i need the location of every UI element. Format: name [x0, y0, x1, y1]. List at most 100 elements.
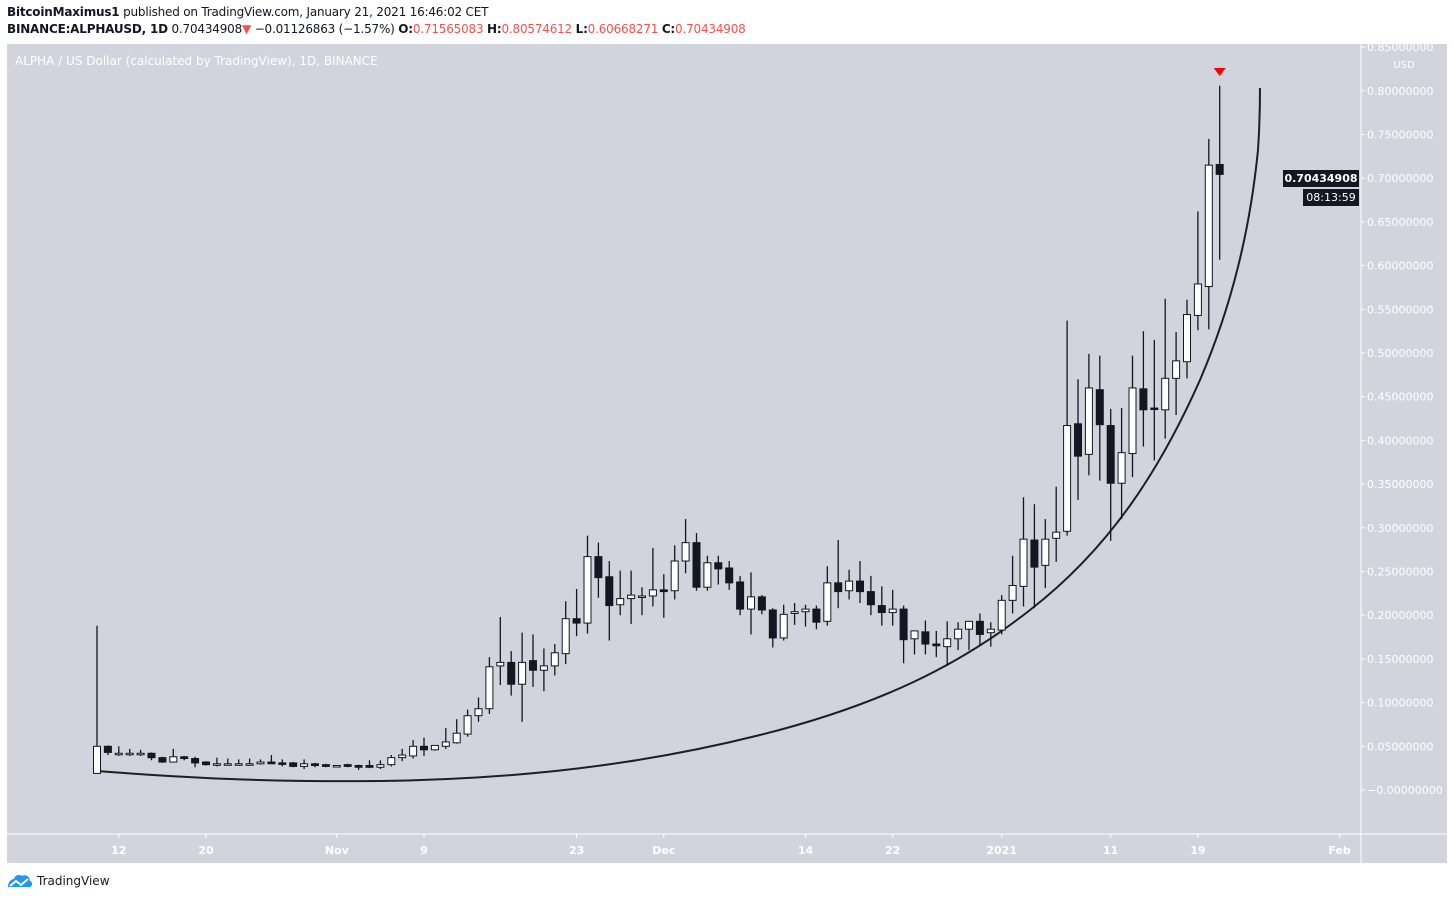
candle-body-down: [507, 661, 516, 685]
candle-body-down: [365, 765, 374, 768]
candle-body-down: [725, 567, 734, 584]
candle: [681, 519, 690, 574]
candle: [954, 622, 963, 651]
candle-body-down: [267, 761, 276, 765]
price-tick-label: 0.30000000: [1367, 522, 1433, 535]
candle-body-up: [1117, 452, 1126, 484]
candle: [441, 727, 450, 749]
symbol-name[interactable]: BINANCE:ALPHAUSD, 1D: [7, 22, 168, 36]
candle: [605, 561, 614, 641]
candle-body-up: [1063, 425, 1072, 532]
price-tick-label: 0.50000000: [1367, 347, 1433, 360]
candle: [921, 620, 930, 655]
candle: [1172, 332, 1181, 416]
candle: [289, 762, 298, 768]
candle-body-down: [605, 576, 614, 607]
footer-brand-text: TradingView: [37, 874, 110, 888]
candle-body-up: [823, 582, 832, 622]
candle: [659, 574, 668, 618]
candle-body-up: [681, 542, 690, 562]
candle: [1084, 353, 1093, 476]
price-tick-label: 0.35000000: [1367, 478, 1433, 491]
candle-body-down: [866, 591, 875, 606]
candle-body-up: [452, 732, 461, 744]
candle-body-down: [921, 631, 930, 645]
candle: [103, 745, 112, 756]
author-name[interactable]: BitcoinMaximus1: [7, 5, 120, 19]
candle-body-down: [321, 764, 330, 767]
candle-body-up: [965, 620, 973, 630]
price-tick-label: 0.60000000: [1367, 260, 1433, 273]
price-axis[interactable]: 0.85000000 0.80000000 0.75000000 0.70000000…: [1361, 41, 1443, 797]
price-tick-label: 0.40000000: [1367, 434, 1433, 447]
candle: [594, 542, 603, 598]
candle: [93, 625, 101, 774]
candle-body-up: [125, 752, 134, 756]
candle: [997, 595, 1006, 635]
time-axis[interactable]: 12 20 Nov 9 23 Dec 14 22 2021 11 19 Feb: [111, 834, 1351, 857]
candle: [866, 575, 875, 616]
candle: [1128, 355, 1137, 478]
candle-body-up: [779, 613, 788, 639]
candle-body-down: [289, 762, 298, 767]
candle: [409, 740, 418, 759]
candle: [1030, 504, 1039, 609]
candle-body-down: [278, 762, 287, 765]
candle: [1215, 85, 1224, 260]
candle-body-up: [561, 618, 570, 655]
candle-body-down: [768, 609, 777, 639]
candle-body-down: [659, 589, 668, 593]
candle-body-up: [1084, 387, 1093, 455]
candle-body-down: [202, 761, 210, 766]
candle: [321, 763, 330, 768]
price-tick-label: 0.70000000: [1367, 172, 1433, 185]
candle-body-up: [409, 745, 418, 757]
candle-body-down: [594, 556, 603, 579]
time-tick-label: 22: [885, 844, 900, 857]
candle: [736, 575, 745, 616]
price-tick-label: 0.05000000: [1367, 740, 1433, 753]
candle-body-up: [256, 761, 265, 765]
candle-body-down: [158, 757, 167, 763]
price-tick-label: 0.25000000: [1367, 566, 1433, 579]
current-price-text: 0.70434908: [1284, 172, 1357, 185]
candle-body-up: [1204, 164, 1213, 288]
candle: [834, 540, 843, 609]
publish-info: BitcoinMaximus1 published on TradingView…: [7, 5, 488, 19]
price-tick-label: 0.15000000: [1367, 653, 1433, 666]
candle-body-down: [1215, 164, 1224, 175]
candle-body-up: [910, 630, 919, 640]
candle-body-up: [638, 595, 646, 598]
candle: [1150, 339, 1159, 461]
time-tick-label: 20: [198, 844, 214, 857]
candle-body-up: [212, 763, 221, 766]
candle: [311, 762, 319, 768]
candle-body-down: [343, 764, 352, 767]
candle: [147, 752, 156, 761]
candle: [245, 758, 254, 766]
candle-body-up: [583, 556, 592, 624]
candle-body-up: [169, 756, 178, 763]
candle: [1008, 555, 1017, 614]
candle: [790, 602, 799, 625]
candle: [943, 621, 952, 666]
candle: [267, 755, 276, 765]
candle-body-up: [485, 666, 494, 710]
candle: [212, 757, 221, 767]
close-label: C:: [661, 22, 676, 36]
candle: [539, 648, 548, 692]
candle-body-up: [943, 638, 952, 648]
tradingview-brand[interactable]: TradingView: [7, 873, 110, 889]
candle: [768, 608, 777, 648]
candle: [877, 586, 886, 626]
price-tick-label: 0.85000000: [1367, 41, 1433, 54]
candle: [1106, 408, 1115, 541]
candle: [845, 569, 854, 600]
candle: [354, 764, 363, 770]
candle: [420, 737, 428, 756]
low-label: L:: [575, 22, 588, 36]
time-tick-label: 2021: [986, 844, 1017, 857]
candle-body-up: [1019, 538, 1028, 587]
candle-body-down: [834, 582, 843, 593]
